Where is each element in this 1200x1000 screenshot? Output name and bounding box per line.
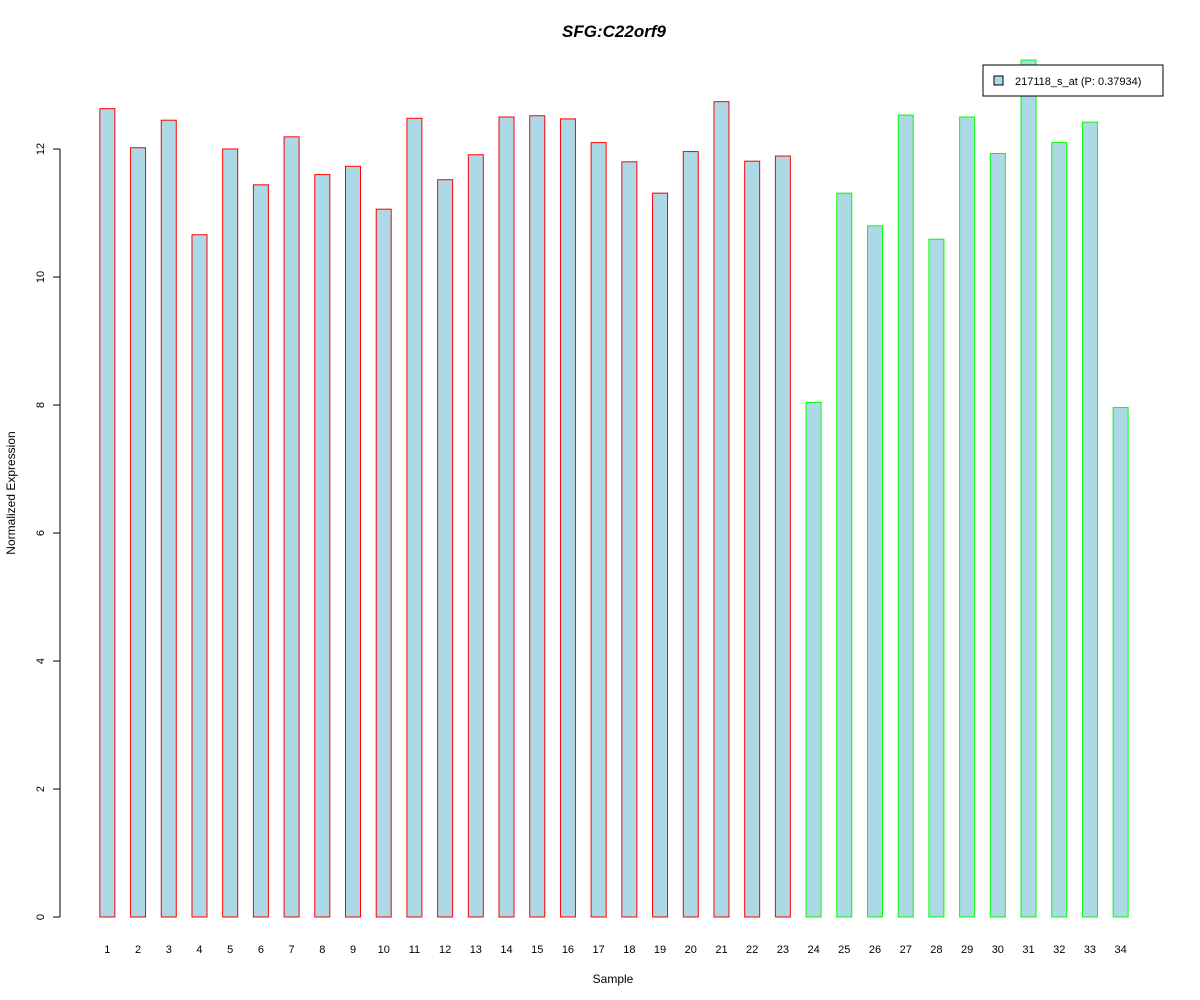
bar-sample-21 (713, 101, 730, 918)
bar-sample-18 (621, 161, 638, 918)
x-tick-label: 5 (227, 944, 233, 956)
x-tick-label: 11 (409, 944, 420, 956)
bar-sample-20 (682, 151, 699, 918)
x-tick-label: 27 (900, 944, 912, 956)
bar-sample-19 (652, 192, 669, 918)
x-axis-label: Sample (593, 972, 634, 986)
y-tick-label: 2 (35, 786, 47, 792)
y-axis: 0 2 4 6 8 10 12 (35, 143, 61, 920)
x-axis-tick-labels: 1 2 3 4 5 6 7 8 9 10 11 12 13 14 15 16 17 18 19 20 21 22 23 24 2… (104, 944, 1126, 956)
bar-sample-6 (252, 184, 269, 918)
chart-title: SFG:C22orf9 (562, 22, 666, 41)
y-tick-label: 10 (35, 271, 47, 283)
bar-sample-27 (897, 114, 914, 918)
bar-sample-7 (283, 136, 300, 918)
x-tick-label: 28 (930, 944, 942, 956)
x-tick-label: 24 (807, 944, 819, 956)
x-tick-label: 10 (378, 944, 390, 956)
bar-sample-1 (99, 108, 116, 918)
bar-sample-10 (375, 208, 392, 918)
bar-sample-32 (1051, 142, 1068, 918)
bar-sample-5 (222, 148, 239, 918)
bar-sample-29 (959, 116, 976, 918)
legend-swatch (993, 75, 1004, 86)
x-tick-label: 19 (654, 944, 666, 956)
x-tick-label: 7 (289, 944, 295, 956)
bar-sample-34 (1112, 407, 1129, 918)
bar-sample-13 (467, 154, 484, 918)
bar-sample-9 (345, 165, 361, 918)
x-tick-label: 18 (623, 944, 635, 956)
x-tick-label: 33 (1084, 944, 1096, 956)
legend-box (982, 64, 1164, 97)
x-tick-label: 2 (135, 944, 141, 956)
legend: 217118_s_at (P: 0.37934) (982, 64, 1164, 97)
y-tick-label: 12 (35, 143, 47, 155)
bar-sample-3 (160, 119, 177, 918)
x-tick-label: 32 (1053, 944, 1065, 956)
x-tick-label: 1 (104, 944, 110, 956)
x-tick-label: 13 (470, 944, 482, 956)
x-tick-label: 20 (685, 944, 697, 956)
bar-sample-11 (406, 117, 423, 918)
bar-sample-31 (1020, 59, 1037, 918)
x-tick-label: 25 (838, 944, 850, 956)
x-tick-label: 17 (593, 944, 605, 956)
x-tick-label: 12 (439, 944, 451, 956)
bar-sample-24 (805, 401, 822, 918)
bar-sample-17 (590, 142, 607, 918)
x-tick-label: 26 (869, 944, 881, 956)
bar-sample-16 (559, 118, 576, 918)
x-tick-label: 22 (746, 944, 758, 956)
bar-sample-30 (989, 152, 1006, 918)
x-tick-label: 29 (961, 944, 973, 956)
bar-sample-4 (191, 234, 208, 918)
bar-sample-25 (836, 192, 853, 918)
bar-sample-33 (1081, 121, 1098, 918)
x-tick-label: 8 (319, 944, 325, 956)
bar-sample-2 (130, 147, 147, 918)
y-axis-label: Normalized Expression (4, 431, 18, 554)
legend-label: 217118_s_at (P: 0.37934) (1015, 76, 1141, 88)
x-tick-label: 23 (777, 944, 789, 956)
x-tick-label: 16 (562, 944, 574, 956)
x-tick-label: 31 (1022, 944, 1034, 956)
bars (99, 59, 1129, 918)
x-tick-label: 14 (500, 944, 512, 956)
y-tick-label: 0 (35, 914, 47, 920)
x-tick-label: 3 (166, 944, 172, 956)
x-tick-label: 6 (258, 944, 264, 956)
x-tick-label: 30 (992, 944, 1004, 956)
bar-sample-8 (314, 174, 331, 918)
bar-sample-22 (744, 160, 761, 918)
y-tick-label: 8 (35, 402, 47, 408)
x-tick-label: 34 (1115, 944, 1127, 956)
y-tick-label: 4 (35, 658, 47, 664)
bar-sample-26 (867, 225, 883, 918)
bar-sample-14 (498, 116, 515, 918)
x-tick-label: 9 (350, 944, 356, 956)
y-tick-label: 6 (35, 530, 47, 536)
bar-sample-28 (928, 238, 945, 918)
x-tick-label: 21 (715, 944, 727, 956)
bar-sample-23 (774, 155, 791, 918)
x-tick-label: 15 (531, 944, 543, 956)
x-tick-label: 4 (196, 944, 202, 956)
bar-sample-15 (529, 115, 546, 918)
bar-sample-12 (437, 179, 454, 918)
